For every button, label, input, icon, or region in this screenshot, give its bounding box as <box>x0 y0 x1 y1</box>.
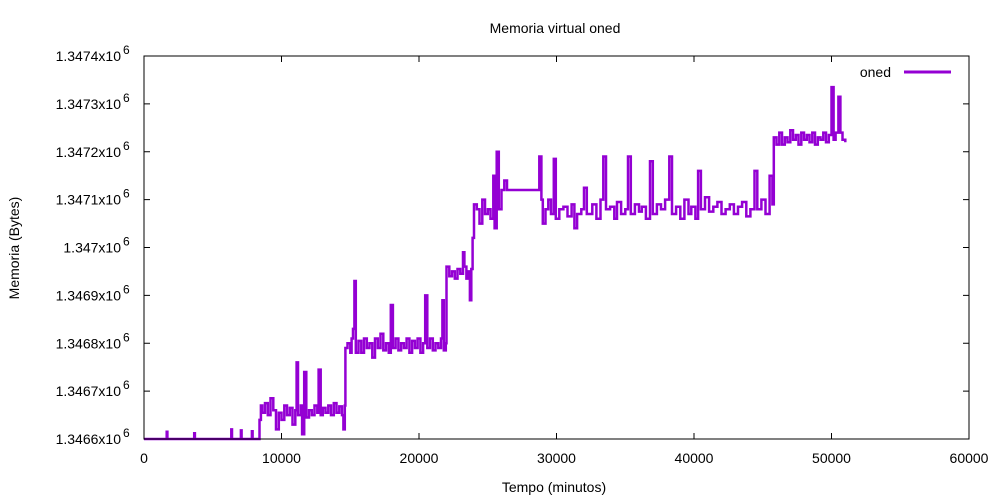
y-tick-label: 1.347x10 <box>63 240 121 256</box>
y-tick-label: 1.3471x10 <box>56 192 122 208</box>
y-tick-label: 1.3466x10 <box>56 431 122 447</box>
y-tick-exponent: 6 <box>123 235 130 249</box>
y-tick-exponent: 6 <box>123 139 130 153</box>
y-tick-label: 1.3469x10 <box>56 287 122 303</box>
y-tick-label: 1.3472x10 <box>56 144 122 160</box>
y-tick-label: 1.3468x10 <box>56 335 122 351</box>
x-tick-label: 30000 <box>537 450 576 466</box>
ticks-layer: 0 10000 20000 30000 40000 50000 60000 1.3466x10… <box>56 43 989 466</box>
x-tick-label: 50000 <box>812 450 851 466</box>
y-tick-exponent: 6 <box>123 426 130 440</box>
x-tick-label: 20000 <box>400 450 439 466</box>
y-tick-exponent: 6 <box>123 378 130 392</box>
plot-frame <box>143 55 970 440</box>
y-tick-label: 1.3473x10 <box>56 96 122 112</box>
y-axis-label: Memoria (Bytes) <box>6 197 22 300</box>
x-tick-label: 40000 <box>675 450 714 466</box>
chart-title: Memoria virtual oned <box>490 20 621 36</box>
y-tick-exponent: 6 <box>123 330 130 344</box>
y-tick-label: 1.3474x10 <box>56 48 122 64</box>
legend-label: oned <box>860 64 891 80</box>
y-tick-exponent: 6 <box>123 43 130 57</box>
series-line <box>144 85 847 441</box>
x-tick-label: 10000 <box>262 450 301 466</box>
y-tick-exponent: 6 <box>123 91 130 105</box>
x-tick-label: 0 <box>140 450 148 466</box>
x-tick-label: 60000 <box>950 450 989 466</box>
y-tick-label: 1.3467x10 <box>56 383 122 399</box>
legend: oned <box>860 64 951 80</box>
y-tick-exponent: 6 <box>123 282 130 296</box>
y-tick-exponent: 6 <box>123 187 130 201</box>
series-layer <box>144 85 847 441</box>
x-axis-label: Tempo (minutos) <box>502 479 606 495</box>
